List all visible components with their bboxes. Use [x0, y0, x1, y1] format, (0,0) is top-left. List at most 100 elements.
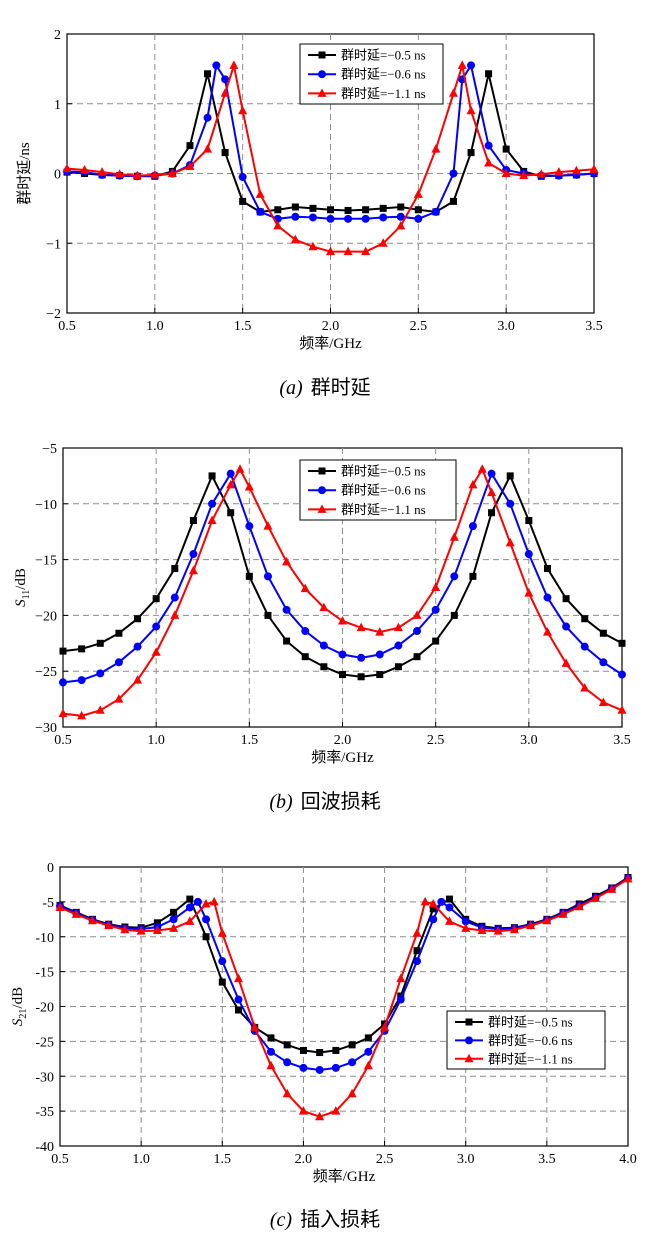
x-axis-title: 频率/GHz	[311, 749, 374, 766]
data-point-square	[445, 895, 453, 903]
data-point-triangle	[378, 238, 388, 247]
data-point-triangle	[273, 220, 283, 230]
data-point-triangle	[457, 60, 467, 69]
data-point-square	[376, 671, 384, 679]
data-point-circle	[396, 212, 405, 221]
x-tick-label: 2.0	[295, 1152, 313, 1167]
data-point-triangle	[136, 926, 146, 935]
data-point-circle	[170, 593, 179, 602]
legend-label: 群时延=−1.1 ns	[341, 86, 426, 101]
data-point-triangle	[554, 167, 564, 176]
data-point-triangle	[536, 169, 546, 178]
y-axis-title-text: 群时延/ns	[16, 142, 33, 205]
series-a-2	[62, 60, 599, 256]
data-point-circle	[361, 214, 370, 223]
data-point-square	[581, 615, 589, 623]
data-point-square	[562, 595, 570, 603]
legend-marker-circle	[465, 1036, 473, 1045]
data-point-circle	[431, 605, 440, 614]
x-tick-label: 0.5	[54, 733, 72, 748]
data-point-triangle	[343, 246, 353, 256]
data-point-triangle	[461, 923, 471, 932]
data-point-triangle	[229, 60, 239, 69]
data-point-square	[134, 615, 142, 623]
legend-marker-square	[318, 51, 326, 59]
data-point-triangle	[558, 909, 568, 918]
data-point-triangle	[617, 705, 627, 714]
data-point-circle	[467, 61, 476, 70]
data-point-square	[379, 204, 387, 212]
x-tick-label: 1.5	[214, 1152, 232, 1167]
data-point-triangle	[62, 163, 72, 173]
data-point-square	[59, 647, 67, 655]
y-tick-label: -15	[35, 966, 54, 981]
caption-text: 群时延	[311, 376, 371, 399]
data-point-triangle	[300, 583, 310, 593]
data-point-triangle	[150, 169, 160, 179]
y-axis-title: S11/dB	[13, 568, 32, 607]
data-point-square	[429, 905, 437, 913]
y-tick-label: −1	[46, 237, 61, 252]
x-tick-label: 1.0	[146, 319, 164, 334]
data-point-circle	[185, 903, 194, 912]
data-point-triangle	[308, 241, 318, 251]
data-point-triangle	[413, 189, 423, 198]
legend-label: 群时延=−1.1 ns	[488, 1051, 573, 1066]
data-point-triangle	[468, 479, 478, 489]
data-point-circle	[193, 897, 202, 906]
y-tick-label: 2	[54, 28, 61, 43]
data-point-triangle	[484, 158, 494, 167]
data-point-circle	[344, 214, 353, 223]
legend: 群时延=−0.5 ns 群时延=−0.6 ns 群时延=−1.1 ns	[299, 459, 457, 521]
data-point-triangle	[169, 923, 179, 932]
legend-label: 群时延=−0.5 ns	[341, 48, 426, 63]
data-point-square	[467, 149, 475, 157]
data-point-circle	[59, 678, 67, 687]
caption-tag: (b)	[269, 791, 293, 813]
data-point-square	[320, 663, 328, 671]
y-tick-label: −2	[46, 307, 61, 322]
data-point-circle	[326, 214, 335, 223]
data-point-square	[204, 70, 212, 78]
data-point-square	[283, 1041, 291, 1049]
data-point-triangle	[375, 627, 385, 636]
data-point-triangle	[220, 88, 230, 97]
legend-marker-square	[465, 1018, 473, 1026]
data-point-circle	[315, 1065, 324, 1074]
data-point-circle	[413, 957, 422, 966]
data-point-triangle	[290, 234, 300, 244]
data-point-square	[152, 595, 160, 603]
data-point-circle	[238, 172, 247, 181]
chart-panel-b: 0.5 1.0 1.5 2.0 2.5 3.0 3.5 −5 −10 −15 −20 −25 −30 频率…	[13, 442, 631, 813]
data-point-triangle	[380, 1022, 390, 1031]
data-point-circle	[245, 522, 254, 531]
data-point-square	[78, 645, 86, 653]
y-axis-label-text: 群时延/ns	[16, 142, 33, 205]
data-point-triangle	[591, 893, 601, 902]
series-b-2	[58, 464, 627, 720]
panel-caption: (c) 插入损耗	[270, 1208, 380, 1231]
data-point-circle	[283, 1058, 292, 1067]
data-point-triangle	[97, 167, 107, 176]
data-point-triangle	[250, 1022, 260, 1031]
data-point-circle	[429, 915, 438, 924]
y-tick-label: 0	[54, 168, 61, 183]
data-point-circle	[450, 572, 459, 581]
data-point-triangle	[361, 246, 371, 256]
data-point-circle	[580, 642, 589, 651]
data-point-square	[171, 565, 179, 573]
data-point-circle	[449, 169, 458, 178]
data-point-triangle	[580, 682, 590, 692]
y-axis-title-text: S21/dB	[10, 987, 29, 1026]
data-point-triangle	[623, 873, 633, 883]
y-tick-label: -35	[35, 1105, 54, 1120]
data-point-square	[301, 653, 309, 661]
data-point-square	[327, 206, 334, 214]
data-point-circle	[169, 915, 178, 924]
data-point-triangle	[201, 898, 211, 908]
y-tick-label: −30	[35, 721, 57, 736]
data-point-square	[413, 947, 421, 955]
data-point-square	[469, 572, 477, 580]
data-point-circle	[562, 622, 571, 631]
